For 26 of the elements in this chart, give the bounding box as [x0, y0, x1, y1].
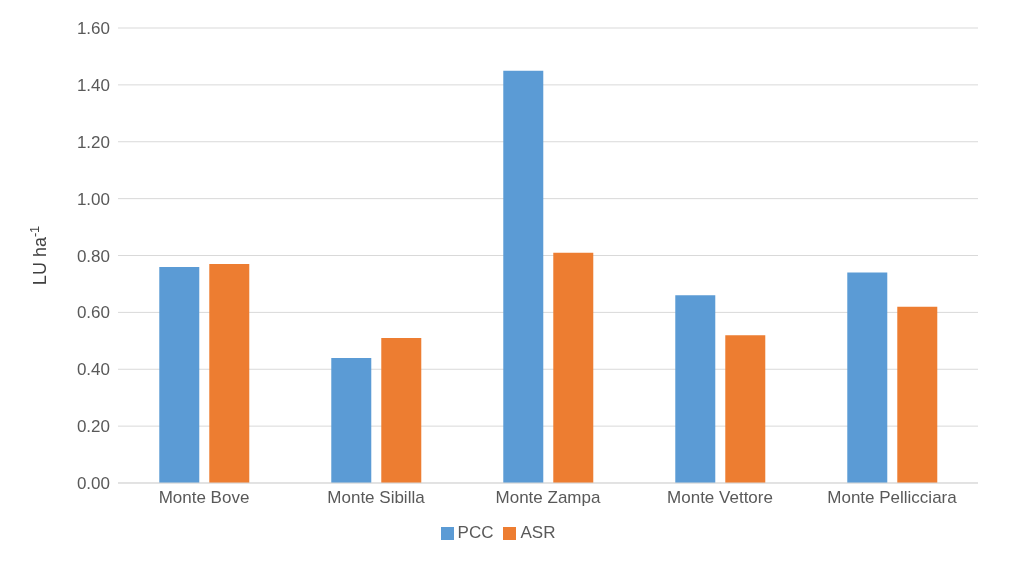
legend-label: ASR: [520, 523, 556, 542]
x-tick-label: Monte Sibilla: [327, 488, 426, 508]
y-tick-label: 1.20: [76, 132, 110, 152]
y-tick-label: 0.40: [76, 360, 110, 380]
legend-label: PCC: [457, 523, 494, 542]
x-tick-label: Monte Vettore: [667, 488, 773, 508]
y-tick-label: 0.00: [76, 474, 110, 494]
bar: [725, 335, 766, 483]
x-tick-label: Monte Zampa: [495, 488, 601, 508]
y-tick-label: 0.80: [76, 246, 110, 266]
y-tick-label: 0.20: [76, 417, 110, 437]
bar: [847, 272, 888, 483]
x-tick-label: Monte Pellicciara: [827, 488, 958, 508]
bar: [553, 252, 594, 483]
bar: [331, 357, 372, 483]
y-tick-label: 1.00: [76, 189, 110, 209]
bar: [503, 70, 544, 483]
x-tick-label: Monte Bove: [158, 488, 250, 508]
bar: [159, 266, 200, 483]
y-tick-label: 0.60: [76, 303, 110, 323]
bar: [381, 337, 422, 483]
bar: [897, 306, 938, 483]
y-tick-label: 1.60: [76, 19, 110, 39]
bar: [675, 295, 716, 483]
y-tick-label: 1.40: [76, 75, 110, 95]
bar: [209, 264, 250, 483]
